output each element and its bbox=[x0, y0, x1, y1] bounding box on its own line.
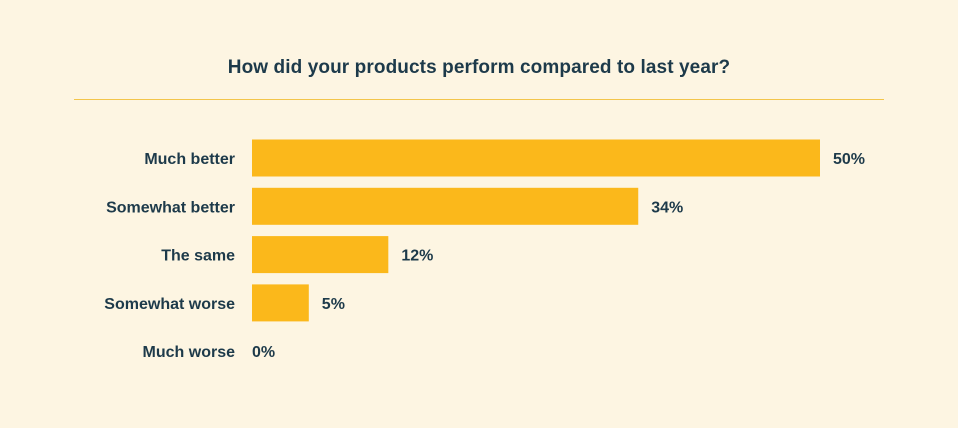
category-label: Much better bbox=[144, 151, 235, 168]
value-label: 5% bbox=[322, 296, 345, 313]
bar bbox=[252, 139, 820, 177]
bars-layer: Much better 50% Somewhat better 34% The same… bbox=[104, 139, 865, 361]
chart-title: How did your products perform compared t… bbox=[227, 57, 731, 78]
category-label: Much worse bbox=[143, 344, 236, 361]
value-label: 12% bbox=[401, 248, 433, 265]
bar bbox=[252, 284, 309, 322]
value-label: 0% bbox=[252, 344, 275, 361]
category-label: Somewhat worse bbox=[104, 296, 235, 313]
category-label: The same bbox=[161, 248, 235, 265]
title-divider bbox=[74, 99, 884, 100]
bar bbox=[252, 236, 389, 274]
category-label: Somewhat better bbox=[106, 199, 235, 216]
bar bbox=[252, 187, 639, 225]
value-label: 34% bbox=[651, 199, 683, 216]
value-label: 50% bbox=[833, 151, 865, 168]
